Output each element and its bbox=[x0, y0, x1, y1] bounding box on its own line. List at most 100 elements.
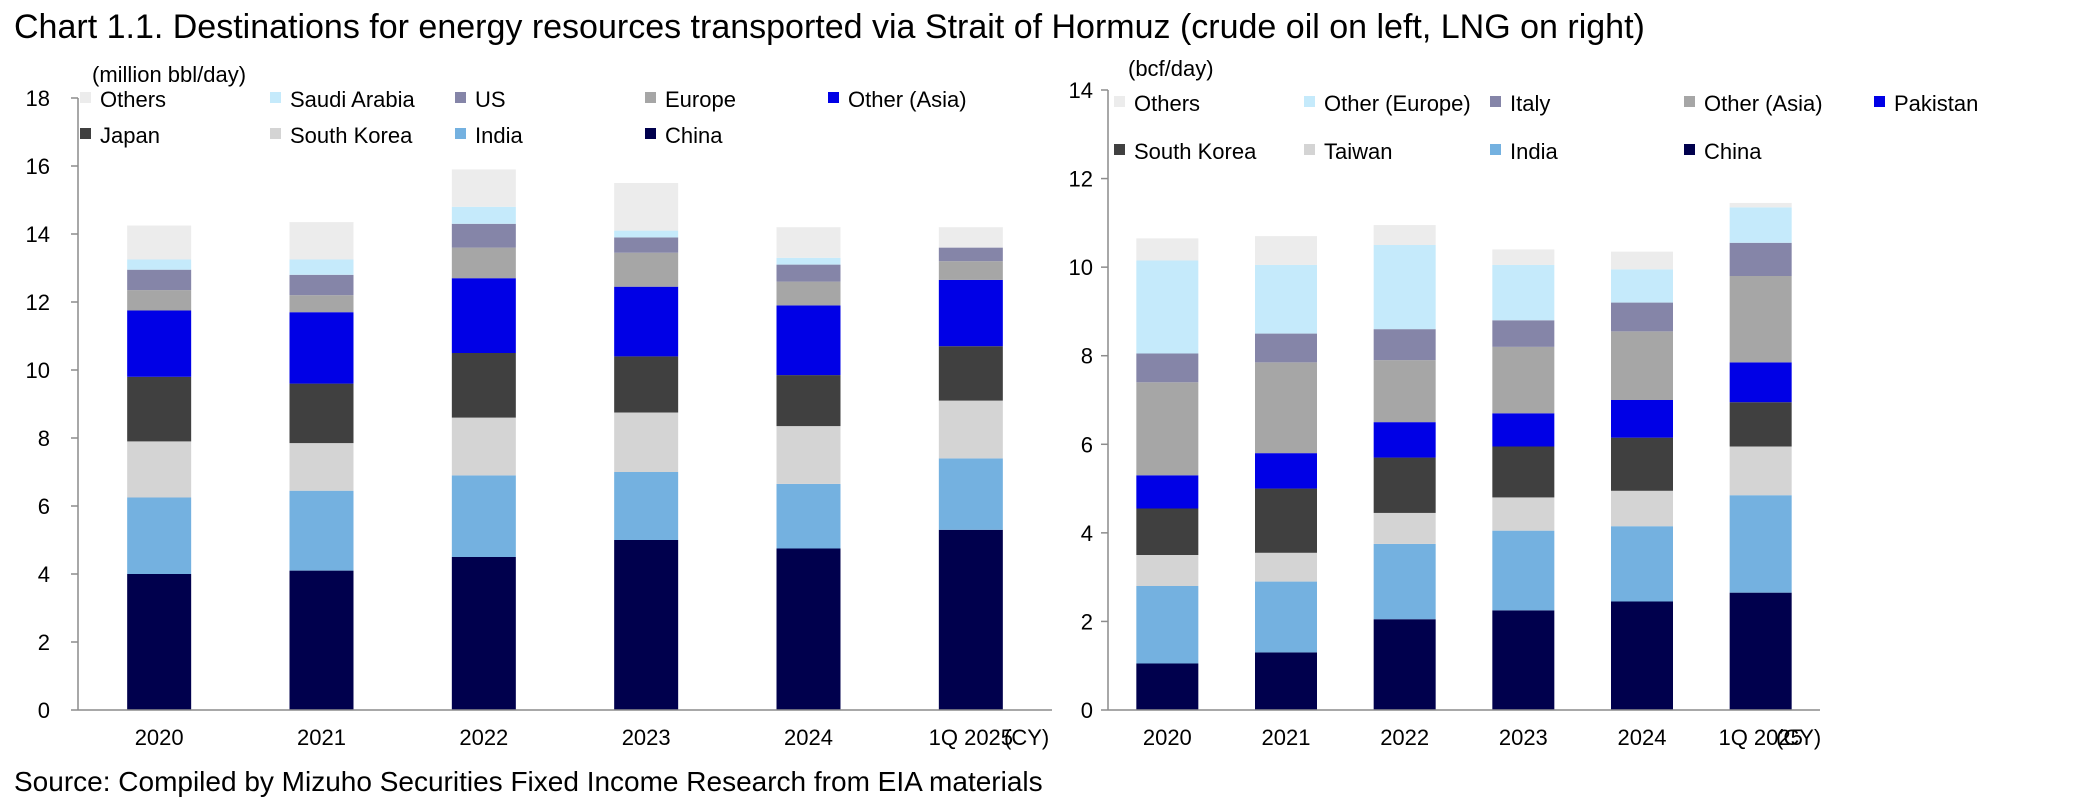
lng-bar-south-korea-2024 bbox=[1611, 437, 1673, 491]
lng-bar-south-korea-2021 bbox=[1255, 488, 1317, 553]
lng-bar-india-2020 bbox=[1136, 586, 1199, 664]
oil-bar-other-asia-2022 bbox=[451, 278, 516, 353]
lng-legend-label-pakistan: Pakistan bbox=[1894, 91, 1978, 116]
lng-legend-label-south-korea: South Korea bbox=[1134, 139, 1257, 164]
lng-y-tick-label: 10 bbox=[1069, 255, 1093, 280]
oil-bar-south-korea-2020 bbox=[127, 441, 192, 498]
oil-legend-swatch-europe bbox=[645, 92, 656, 103]
lng-bar-italy-2023 bbox=[1492, 320, 1555, 347]
oil-x-tick-label: 2020 bbox=[135, 725, 184, 750]
oil-bar-india-2020 bbox=[127, 497, 192, 574]
lng-y-tick-label: 12 bbox=[1069, 167, 1093, 192]
lng-bar-pakistan-1q-2025 bbox=[1729, 362, 1792, 403]
oil-legend-swatch-others bbox=[80, 92, 91, 103]
oil-bar-india-2022 bbox=[451, 475, 516, 557]
oil-bar-south-korea-1q-2025 bbox=[938, 400, 1003, 459]
lng-bar-other-europe-1q-2025 bbox=[1729, 207, 1792, 243]
lng-bar-pakistan-2022 bbox=[1373, 422, 1436, 458]
oil-bar-japan-2023 bbox=[614, 356, 679, 413]
oil-legend-swatch-india bbox=[455, 128, 466, 139]
oil-bar-china-2023 bbox=[614, 540, 679, 710]
oil-legend-label-south-korea: South Korea bbox=[290, 123, 413, 148]
lng-bar-pakistan-2023 bbox=[1492, 413, 1555, 447]
lng-bar-india-2023 bbox=[1492, 530, 1555, 611]
lng-bar-others-1q-2025 bbox=[1729, 202, 1792, 208]
lng-x-tick-label: 2023 bbox=[1499, 725, 1548, 750]
oil-bar-other-asia-2020 bbox=[127, 310, 192, 377]
lng-y-tick-label: 6 bbox=[1081, 432, 1093, 457]
lng-legend-label-china: China bbox=[1704, 139, 1762, 164]
oil-y-tick-label: 14 bbox=[26, 222, 50, 247]
oil-bar-europe-2022 bbox=[451, 247, 516, 279]
lng-bar-india-1q-2025 bbox=[1729, 495, 1792, 593]
oil-y-tick-label: 6 bbox=[38, 494, 50, 519]
oil-bar-china-2022 bbox=[451, 557, 516, 710]
lng-y-tick-label: 14 bbox=[1069, 78, 1093, 103]
oil-y-tick-label: 10 bbox=[26, 358, 50, 383]
oil-y-tick-label: 12 bbox=[26, 290, 50, 315]
oil-bar-japan-1q-2025 bbox=[938, 346, 1003, 401]
lng-bar-china-2020 bbox=[1136, 663, 1199, 710]
oil-bar-india-2023 bbox=[614, 472, 679, 540]
lng-bar-south-korea-2022 bbox=[1373, 457, 1436, 513]
oil-y-tick-label: 0 bbox=[38, 698, 50, 723]
oil-bar-other-asia-2021 bbox=[289, 312, 354, 384]
chart-title: Chart 1.1. Destinations for energy resou… bbox=[14, 8, 1645, 46]
source-note: Source: Compiled by Mizuho Securities Fi… bbox=[14, 766, 1043, 797]
lng-bar-pakistan-2024 bbox=[1611, 400, 1673, 438]
oil-legend-label-saudi-arabia: Saudi Arabia bbox=[290, 87, 416, 112]
lng-y-tick-label: 8 bbox=[1081, 344, 1093, 369]
lng-bar-china-2024 bbox=[1611, 601, 1673, 710]
oil-bar-us-2020 bbox=[127, 269, 192, 291]
oil-bar-china-2021 bbox=[289, 570, 354, 710]
lng-y-tick-label: 2 bbox=[1081, 609, 1093, 634]
lng-bar-other-europe-2020 bbox=[1136, 260, 1199, 354]
lng-x-tick-label: 1Q 2025 bbox=[1718, 725, 1802, 750]
oil-bar-japan-2024 bbox=[776, 375, 841, 427]
lng-bar-other-asia-2021 bbox=[1255, 362, 1317, 454]
lng-bar-india-2022 bbox=[1373, 543, 1436, 620]
lng-legend-label-others: Others bbox=[1134, 91, 1200, 116]
oil-bar-others-2023 bbox=[614, 183, 679, 231]
oil-bar-other-asia-1q-2025 bbox=[938, 279, 1003, 347]
oil-bar-others-2024 bbox=[776, 227, 841, 258]
oil-bar-china-1q-2025 bbox=[938, 529, 1003, 710]
oil-legend-swatch-us bbox=[455, 92, 466, 103]
oil-bar-others-2022 bbox=[451, 169, 516, 207]
lng-bar-others-2020 bbox=[1136, 238, 1199, 261]
oil-bar-other-asia-2024 bbox=[776, 305, 841, 376]
lng-bar-china-2022 bbox=[1373, 619, 1436, 710]
lng-x-axis-suffix: (CY) bbox=[1776, 725, 1821, 750]
lng-legend-swatch-china bbox=[1684, 144, 1695, 155]
lng-bar-italy-2024 bbox=[1611, 302, 1673, 332]
lng-bar-taiwan-2023 bbox=[1492, 497, 1555, 531]
lng-bar-italy-2022 bbox=[1373, 329, 1436, 361]
lng-bar-other-asia-2020 bbox=[1136, 382, 1199, 476]
oil-bar-others-2021 bbox=[289, 222, 354, 260]
oil-y-tick-label: 16 bbox=[26, 154, 50, 179]
lng-unit-label: (bcf/day) bbox=[1128, 56, 1214, 81]
lng-bar-italy-2021 bbox=[1255, 333, 1317, 363]
lng-bar-china-2021 bbox=[1255, 652, 1317, 710]
oil-bar-china-2024 bbox=[776, 548, 841, 710]
lng-legend-swatch-taiwan bbox=[1304, 144, 1315, 155]
oil-legend-swatch-saudi-arabia bbox=[270, 92, 281, 103]
lng-bar-india-2024 bbox=[1611, 526, 1673, 602]
oil-legend-label-india: India bbox=[475, 123, 523, 148]
lng-bar-others-2021 bbox=[1255, 236, 1317, 265]
oil-y-tick-label: 18 bbox=[26, 86, 50, 111]
oil-x-tick-label: 2023 bbox=[622, 725, 671, 750]
oil-bar-japan-2021 bbox=[289, 383, 354, 444]
oil-unit-label: (million bbl/day) bbox=[92, 62, 247, 87]
lng-bar-pakistan-2021 bbox=[1255, 453, 1317, 489]
oil-bar-europe-2023 bbox=[614, 252, 679, 287]
oil-legend-label-other-asia: Other (Asia) bbox=[848, 87, 967, 112]
lng-legend-swatch-other-europe bbox=[1304, 96, 1315, 107]
lng-legend-swatch-pakistan bbox=[1874, 96, 1885, 107]
lng-legend-swatch-italy bbox=[1490, 96, 1501, 107]
lng-bar-others-2023 bbox=[1492, 249, 1555, 265]
lng-bar-others-2024 bbox=[1611, 251, 1673, 270]
lng-legend-swatch-india bbox=[1490, 144, 1501, 155]
oil-bar-india-1q-2025 bbox=[938, 458, 1003, 530]
